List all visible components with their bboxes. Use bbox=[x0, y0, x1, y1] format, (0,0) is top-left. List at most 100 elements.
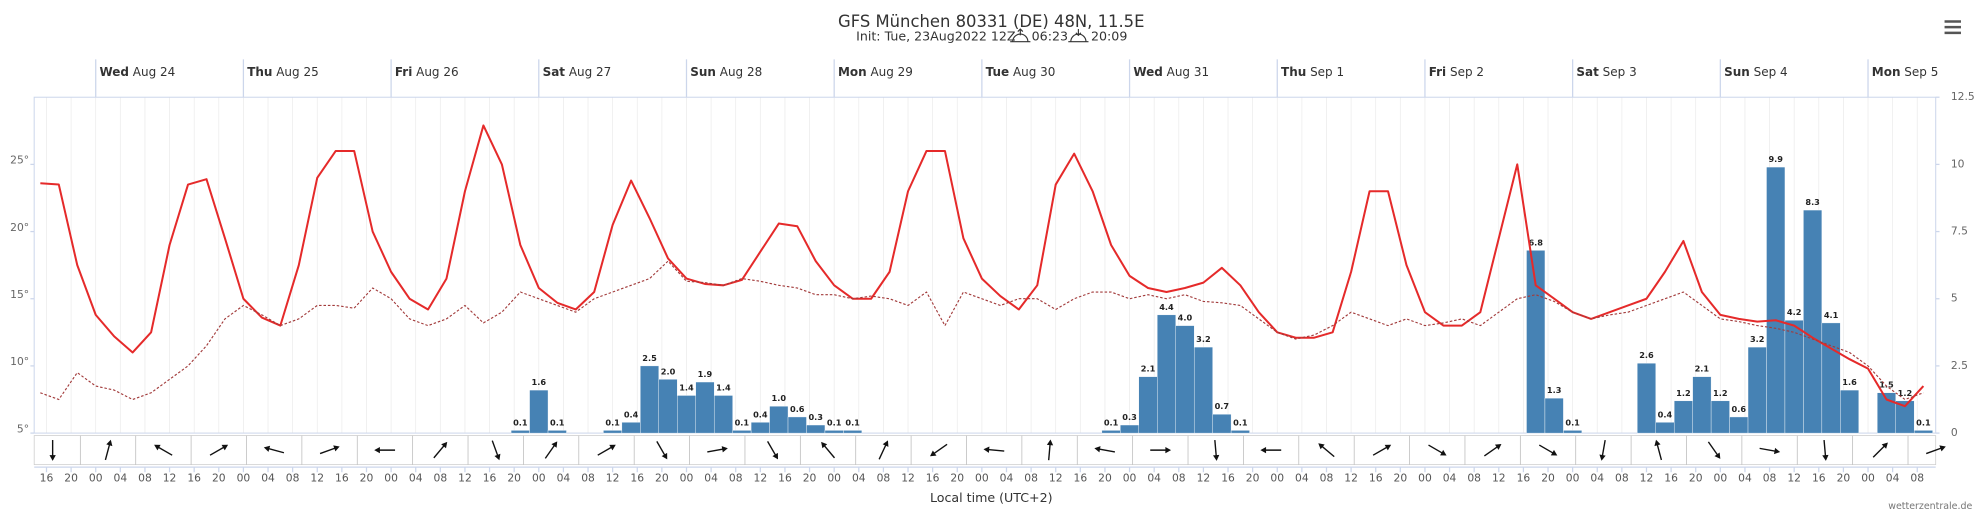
x-tick-label: 00 bbox=[532, 472, 546, 485]
x-tick-label: 20 bbox=[360, 472, 374, 485]
wind-arrow bbox=[1483, 443, 1502, 457]
wind-arrow bbox=[209, 444, 229, 456]
wind-arrow bbox=[983, 446, 1005, 453]
precip-bar bbox=[1766, 166, 1786, 434]
precip-bar bbox=[695, 381, 715, 434]
wind-head bbox=[1654, 439, 1661, 447]
x-tick-label: 12 bbox=[606, 472, 620, 485]
bar-label: 0.3 bbox=[808, 412, 823, 422]
bar-label: 1.9 bbox=[698, 369, 713, 379]
bar-label: 1.2 bbox=[1676, 388, 1691, 398]
weekday: Wed bbox=[1133, 64, 1163, 78]
x-tick-label: 08 bbox=[286, 472, 300, 485]
precip-bar bbox=[1175, 325, 1195, 434]
wind-arrow bbox=[1046, 439, 1054, 461]
wind-head bbox=[263, 445, 271, 452]
precip-bar bbox=[1526, 250, 1546, 434]
temperature-line bbox=[40, 124, 1925, 408]
wind-head bbox=[772, 452, 779, 460]
precip-bar bbox=[806, 424, 826, 434]
wind-arrow bbox=[263, 445, 285, 454]
x-tick-label: 08 bbox=[877, 472, 891, 485]
wind-arrow bbox=[1150, 446, 1172, 454]
precip-bar bbox=[603, 430, 623, 434]
date: Sep 1 bbox=[1310, 64, 1344, 78]
x-tick-label: 20 bbox=[1098, 472, 1112, 485]
date: Sep 2 bbox=[1450, 64, 1484, 78]
x-tick-label: 04 bbox=[1147, 472, 1161, 485]
y2-tick-label: 2.5 bbox=[1951, 359, 1968, 372]
bar-label: 3.2 bbox=[1750, 334, 1765, 344]
precip-bar bbox=[1101, 430, 1121, 434]
menu-button[interactable] bbox=[1944, 20, 1961, 35]
sunrise-time: 06:23 bbox=[1032, 29, 1068, 44]
wind-head bbox=[1213, 454, 1220, 461]
precip-bar bbox=[1157, 314, 1176, 434]
x-tick-label: 00 bbox=[89, 472, 103, 485]
x-tick-label: 12 bbox=[754, 472, 768, 485]
x-tick-label: 20 bbox=[507, 472, 521, 485]
x-tick-label: 00 bbox=[1861, 472, 1875, 485]
wind-arrow bbox=[1428, 444, 1447, 456]
x-tick-label: 12 bbox=[163, 472, 177, 485]
x-tick-label: 20 bbox=[803, 472, 817, 485]
credit: wetterzentrale.de bbox=[1888, 501, 1972, 512]
x-tick-label: 00 bbox=[680, 472, 694, 485]
precip-bar bbox=[1747, 346, 1767, 434]
x-tick-label: 04 bbox=[409, 472, 423, 485]
x-tick-label: 16 bbox=[335, 472, 349, 485]
precip-bar bbox=[1803, 209, 1823, 434]
weekday: Sun bbox=[690, 64, 716, 78]
wind-head bbox=[1165, 446, 1172, 454]
x-tick-label: 20 bbox=[1246, 472, 1260, 485]
bar-label: 0.1 bbox=[605, 417, 620, 427]
wind-head bbox=[1550, 449, 1558, 456]
x-tick-label: 08 bbox=[138, 472, 152, 485]
x-tick-label: 00 bbox=[827, 472, 841, 485]
wind-head bbox=[1939, 445, 1946, 452]
bar-label: 1.4 bbox=[716, 382, 731, 392]
x-tick-label: 16 bbox=[1664, 472, 1678, 485]
bar-label: 0.1 bbox=[1104, 417, 1119, 427]
x-tick-label: 00 bbox=[1270, 472, 1284, 485]
weekday: Sat bbox=[1576, 64, 1599, 78]
wind-head bbox=[221, 444, 229, 451]
wind-head bbox=[1318, 443, 1325, 450]
x-tick-label: 16 bbox=[483, 472, 497, 485]
bar-label: 0.1 bbox=[1565, 417, 1580, 427]
bar-label: 0.1 bbox=[735, 417, 750, 427]
y2-tick-label: 7.5 bbox=[1951, 225, 1968, 238]
x-tick-label: 16 bbox=[187, 472, 201, 485]
wind-arrow bbox=[1822, 440, 1829, 461]
bar-label: 0.3 bbox=[1122, 412, 1137, 422]
y2-tick-label: 0 bbox=[1951, 426, 1958, 439]
wind-head bbox=[1094, 446, 1101, 453]
bar-label: 0.4 bbox=[624, 409, 639, 419]
x-tick-label: 08 bbox=[1467, 472, 1481, 485]
wind-arrow bbox=[154, 444, 173, 456]
x-tick-label: 04 bbox=[261, 472, 275, 485]
date: Aug 24 bbox=[133, 64, 175, 78]
wind-arrow bbox=[1599, 440, 1606, 461]
bar-label: 2.5 bbox=[642, 353, 657, 363]
x-tick-label: 12 bbox=[1197, 472, 1211, 485]
wind-head bbox=[551, 441, 558, 448]
bar-label: 0.6 bbox=[1732, 404, 1747, 414]
wind-head bbox=[661, 452, 668, 460]
precip-bar bbox=[1230, 430, 1250, 434]
x-tick-label: 04 bbox=[114, 472, 128, 485]
bar-label: 2.1 bbox=[1695, 364, 1710, 374]
x-tick-label: 08 bbox=[1172, 472, 1186, 485]
x-tick-label: 12 bbox=[901, 472, 915, 485]
wind-head bbox=[721, 446, 728, 453]
wind-head bbox=[1494, 443, 1502, 450]
precip-bar bbox=[824, 430, 844, 434]
precip-bar bbox=[1673, 400, 1693, 434]
precip-bar bbox=[621, 422, 641, 434]
x-tick-label: 00 bbox=[975, 472, 989, 485]
wind-head bbox=[930, 450, 937, 457]
y-tick-label: 25° bbox=[10, 154, 29, 167]
bar-label: 0.1 bbox=[513, 417, 528, 427]
date: Sep 3 bbox=[1603, 64, 1637, 78]
x-tick-label: 00 bbox=[1123, 472, 1137, 485]
